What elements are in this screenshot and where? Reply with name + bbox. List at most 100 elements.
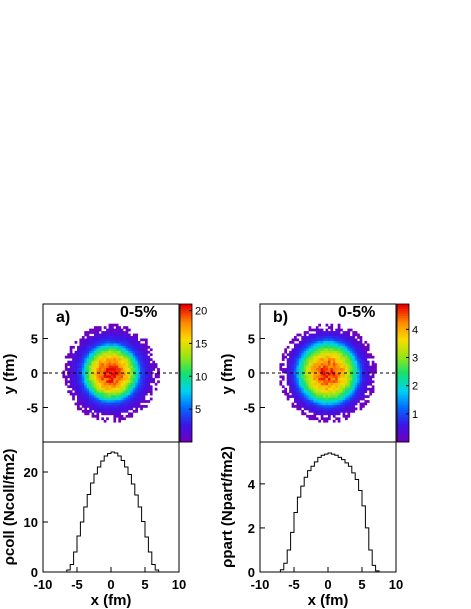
heatmap-cell <box>364 380 368 384</box>
heatmap-cell <box>130 355 134 359</box>
heatmap-cell <box>291 355 295 359</box>
heatmap-cell <box>145 363 148 366</box>
heatmap-cell <box>323 392 326 396</box>
heatmap-cell <box>320 375 324 379</box>
heatmap-cell <box>301 412 305 416</box>
heatmap-cell <box>91 355 95 359</box>
heatmap-cell <box>349 348 353 352</box>
heatmap-cell <box>301 375 305 379</box>
heatmap-cell <box>115 326 119 329</box>
heatmap-cell <box>123 395 126 398</box>
heatmap-cell <box>142 343 146 347</box>
heatmap-cell <box>79 392 83 396</box>
heatmap-cell <box>352 373 356 376</box>
heatmap-cell <box>357 375 360 379</box>
heatmap-cell <box>103 390 107 394</box>
heatmap-cell <box>89 392 92 396</box>
heatmap-cell <box>294 395 297 398</box>
heatmap-cell <box>120 365 124 369</box>
heatmap-cell <box>103 397 107 401</box>
heatmap-cell <box>325 353 329 357</box>
heatmap-cell <box>149 348 153 352</box>
heatmap-cell <box>330 382 334 386</box>
colorbar-swatch <box>397 308 409 312</box>
heatmap-cell <box>64 355 68 359</box>
heatmap-cell <box>315 340 319 344</box>
heatmap-cell <box>77 400 80 403</box>
heatmap-cell <box>74 382 78 386</box>
heatmap-cell <box>298 350 302 354</box>
heatmap-cell <box>342 365 346 369</box>
heatmap-cell <box>352 358 356 361</box>
heatmap-cell <box>340 400 343 403</box>
heatmap-cell <box>357 350 360 354</box>
heatmap-cell <box>77 382 80 386</box>
heatmap-cell <box>96 368 100 371</box>
heatmap-cell <box>79 385 83 389</box>
heatmap-cell <box>354 377 358 381</box>
heatmap-cell <box>349 407 353 411</box>
colorbar-swatch <box>397 419 409 422</box>
heatmap-cell <box>294 360 297 364</box>
heatmap-cell <box>303 331 307 334</box>
heatmap-cell <box>352 402 356 406</box>
heatmap-cell <box>337 360 341 364</box>
colorbar-swatch <box>180 373 192 376</box>
heatmap-cell <box>318 395 322 398</box>
heatmap-cell <box>101 375 105 379</box>
heatmap-cell <box>340 402 343 406</box>
heatmap-cell <box>96 340 100 344</box>
colorbar-swatch <box>397 393 409 397</box>
heatmap-cell <box>342 348 346 352</box>
heatmap-cell <box>79 343 83 347</box>
heatmap-cell <box>306 414 309 418</box>
heatmap-cell <box>140 370 143 374</box>
heatmap-cell <box>137 373 141 376</box>
heatmap-cell <box>335 417 339 421</box>
heatmap-cell <box>320 417 324 421</box>
heatmap-cell <box>101 385 105 389</box>
heatmap-cell <box>291 387 295 391</box>
heatmap-cell <box>81 365 85 369</box>
heatmap-cell <box>347 333 351 337</box>
heatmap-cell <box>337 402 341 406</box>
colorbar-swatch <box>397 324 409 328</box>
heatmap-cell <box>296 348 300 352</box>
heatmap-cell <box>352 377 356 381</box>
heatmap-cell <box>342 387 346 391</box>
heatmap-cell <box>86 331 90 334</box>
heatmap-cell <box>77 380 80 384</box>
heatmap-cell <box>318 375 322 379</box>
heatmap-cell <box>94 360 97 364</box>
heatmap-cell <box>328 365 331 369</box>
heatmap-cell <box>315 328 319 332</box>
heatmap-cell <box>308 353 312 357</box>
heatmap-cell <box>301 350 305 354</box>
heatmap-cell <box>335 338 339 342</box>
heatmap-cell <box>106 405 109 408</box>
heatmap-cell <box>311 373 314 376</box>
heatmap-cell <box>308 382 312 386</box>
heatmap-cell <box>140 355 143 359</box>
heatmap-cell <box>281 385 285 389</box>
profile-a-xlabel: x (fm) <box>91 592 132 609</box>
heatmap-cell <box>123 368 126 371</box>
heatmap-cell <box>86 382 90 386</box>
heatmap-cell <box>79 387 83 391</box>
heatmap-cell <box>98 328 102 332</box>
colorbar-swatch <box>180 352 192 355</box>
heatmap-cell <box>354 370 358 374</box>
heatmap-cell <box>325 323 329 327</box>
heatmap-cell <box>311 336 314 339</box>
heatmap-cell <box>103 407 107 411</box>
heatmap-cell <box>142 353 146 357</box>
heatmap-cell <box>335 345 339 349</box>
heatmap-cell <box>106 387 109 391</box>
heatmap-cell <box>279 380 283 384</box>
heatmap-cell <box>289 385 292 389</box>
heatmap-cell <box>323 355 326 359</box>
heatmap-cell <box>96 407 100 411</box>
heatmap-cell <box>94 336 97 339</box>
heatmap-cell <box>101 333 105 337</box>
heatmap-cell <box>306 358 309 361</box>
